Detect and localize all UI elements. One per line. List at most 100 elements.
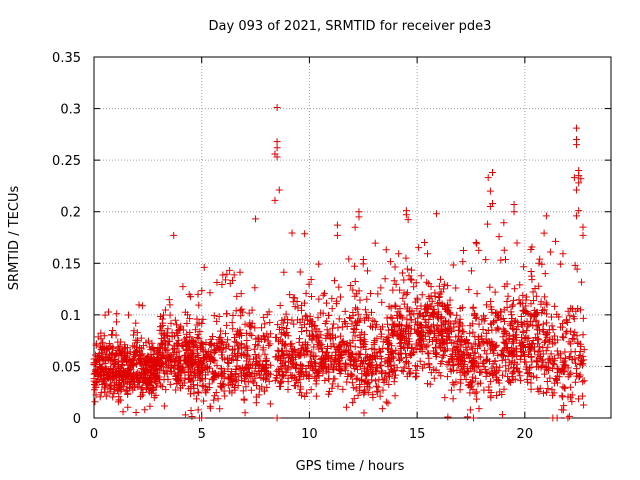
data-point	[218, 351, 226, 359]
data-point	[542, 347, 550, 355]
data-point	[504, 343, 512, 351]
data-point	[187, 378, 195, 386]
data-point	[388, 366, 396, 374]
data-point	[492, 376, 500, 384]
data-point	[261, 350, 269, 358]
data-point	[515, 296, 523, 304]
data-point	[545, 366, 553, 374]
data-point	[376, 361, 384, 369]
data-point	[145, 385, 153, 393]
data-point	[330, 320, 338, 328]
data-point	[277, 378, 285, 386]
data-point	[572, 359, 580, 367]
data-point	[379, 338, 387, 346]
data-point	[246, 330, 254, 338]
data-point	[105, 308, 113, 316]
data-point	[359, 260, 367, 268]
data-point	[547, 313, 555, 321]
data-point	[482, 256, 490, 264]
data-point	[119, 372, 127, 380]
data-point	[124, 390, 132, 398]
data-point	[308, 292, 316, 300]
data-point	[544, 329, 552, 337]
data-point	[252, 341, 260, 349]
data-point	[425, 326, 433, 334]
data-point	[413, 362, 421, 370]
data-point	[437, 372, 445, 380]
data-point	[124, 403, 132, 411]
data-point	[325, 375, 333, 383]
data-point	[415, 244, 423, 252]
data-point	[490, 347, 498, 355]
data-point	[298, 368, 306, 376]
data-point	[349, 337, 357, 345]
data-point	[499, 315, 507, 323]
data-point	[473, 388, 481, 396]
data-point	[357, 376, 365, 384]
data-point	[214, 395, 222, 403]
data-point	[560, 334, 568, 342]
data-point	[353, 305, 361, 313]
data-point	[568, 398, 576, 406]
data-point	[330, 360, 338, 368]
data-point	[398, 269, 406, 277]
data-point	[100, 379, 108, 387]
data-point	[217, 327, 225, 335]
data-point	[229, 312, 237, 320]
data-point	[361, 388, 369, 396]
data-point	[434, 327, 442, 335]
data-point	[534, 335, 542, 343]
data-point	[305, 280, 313, 288]
data-point	[138, 350, 146, 358]
data-point	[97, 335, 105, 343]
data-point	[422, 308, 430, 316]
data-point	[263, 311, 271, 319]
data-point	[95, 349, 103, 357]
data-point	[575, 179, 583, 187]
data-point	[386, 372, 394, 380]
data-point	[279, 372, 287, 380]
data-point	[308, 364, 316, 372]
data-point	[280, 351, 288, 359]
data-point	[446, 296, 454, 304]
data-point	[478, 335, 486, 343]
data-point	[560, 384, 568, 392]
data-point	[263, 383, 271, 391]
data-point	[433, 322, 441, 330]
data-point	[328, 295, 336, 303]
data-point	[360, 335, 368, 343]
data-point	[570, 335, 578, 343]
y-tick-label: 0.05	[52, 360, 81, 375]
data-point	[220, 343, 228, 351]
data-point	[516, 281, 524, 289]
data-point	[292, 377, 300, 385]
data-point	[455, 322, 463, 330]
data-point	[189, 362, 197, 370]
data-point	[488, 364, 496, 372]
data-point	[166, 355, 174, 363]
data-point	[382, 376, 390, 384]
data-point	[516, 355, 524, 363]
data-point	[260, 313, 268, 321]
data-point	[411, 325, 419, 333]
data-point	[361, 306, 369, 314]
data-point	[210, 312, 218, 320]
data-point	[560, 357, 568, 365]
data-point	[417, 302, 425, 310]
data-point	[279, 373, 287, 381]
data-point	[254, 334, 262, 342]
x-tick-label: 10	[301, 427, 318, 442]
data-point	[428, 323, 436, 331]
data-point	[519, 306, 527, 314]
data-point	[388, 347, 396, 355]
data-point	[435, 293, 443, 301]
data-point	[368, 344, 376, 352]
data-point	[200, 263, 208, 271]
data-point	[294, 304, 302, 312]
data-point	[311, 358, 319, 366]
data-point	[507, 308, 515, 316]
data-point	[444, 413, 452, 421]
data-point	[533, 326, 541, 334]
data-point	[176, 384, 184, 392]
data-point	[133, 348, 141, 356]
